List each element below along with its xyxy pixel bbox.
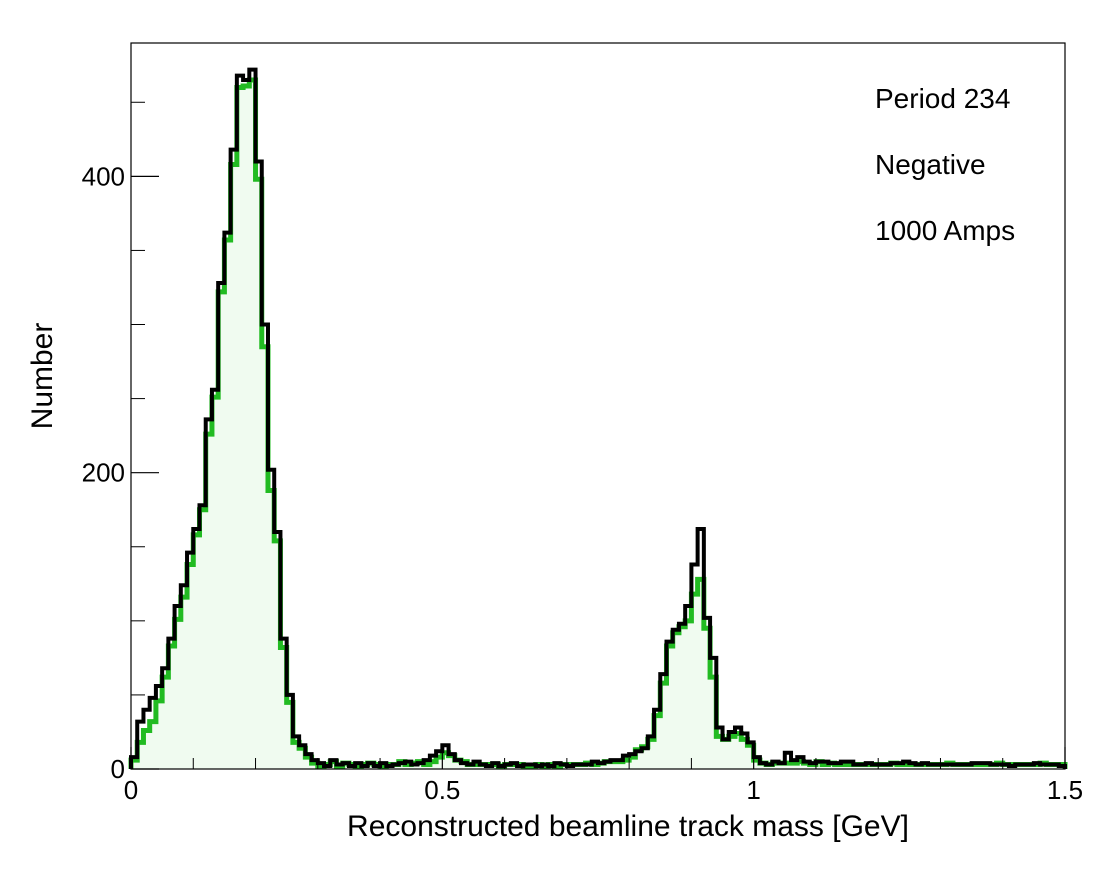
green-series-fill	[131, 80, 1065, 769]
annotation-current: 1000 Amps	[875, 215, 1015, 246]
x-tick-label: 0	[124, 775, 138, 805]
x-tick-label: 1.5	[1047, 775, 1083, 805]
green-series-area	[131, 80, 1065, 769]
annotation-period: Period 234	[875, 83, 1010, 114]
x-axis-title: Reconstructed beamline track mass [GeV]	[347, 810, 909, 843]
series-black-line	[129, 67, 1067, 769]
y-tick-label: 400	[82, 161, 125, 191]
y-tick-label: 0	[111, 754, 125, 784]
plot-frame	[130, 42, 1066, 770]
x-tick-label: 1	[746, 775, 760, 805]
annotation-polarity: Negative	[875, 149, 986, 180]
series-lines	[128, 67, 1068, 769]
y-axis-title: Number	[26, 323, 59, 430]
axis-ticks: 0 0.5 1 1.5 0 200 400	[82, 101, 1083, 805]
x-tick-label: 0.5	[424, 775, 460, 805]
y-tick-label: 200	[82, 458, 125, 488]
